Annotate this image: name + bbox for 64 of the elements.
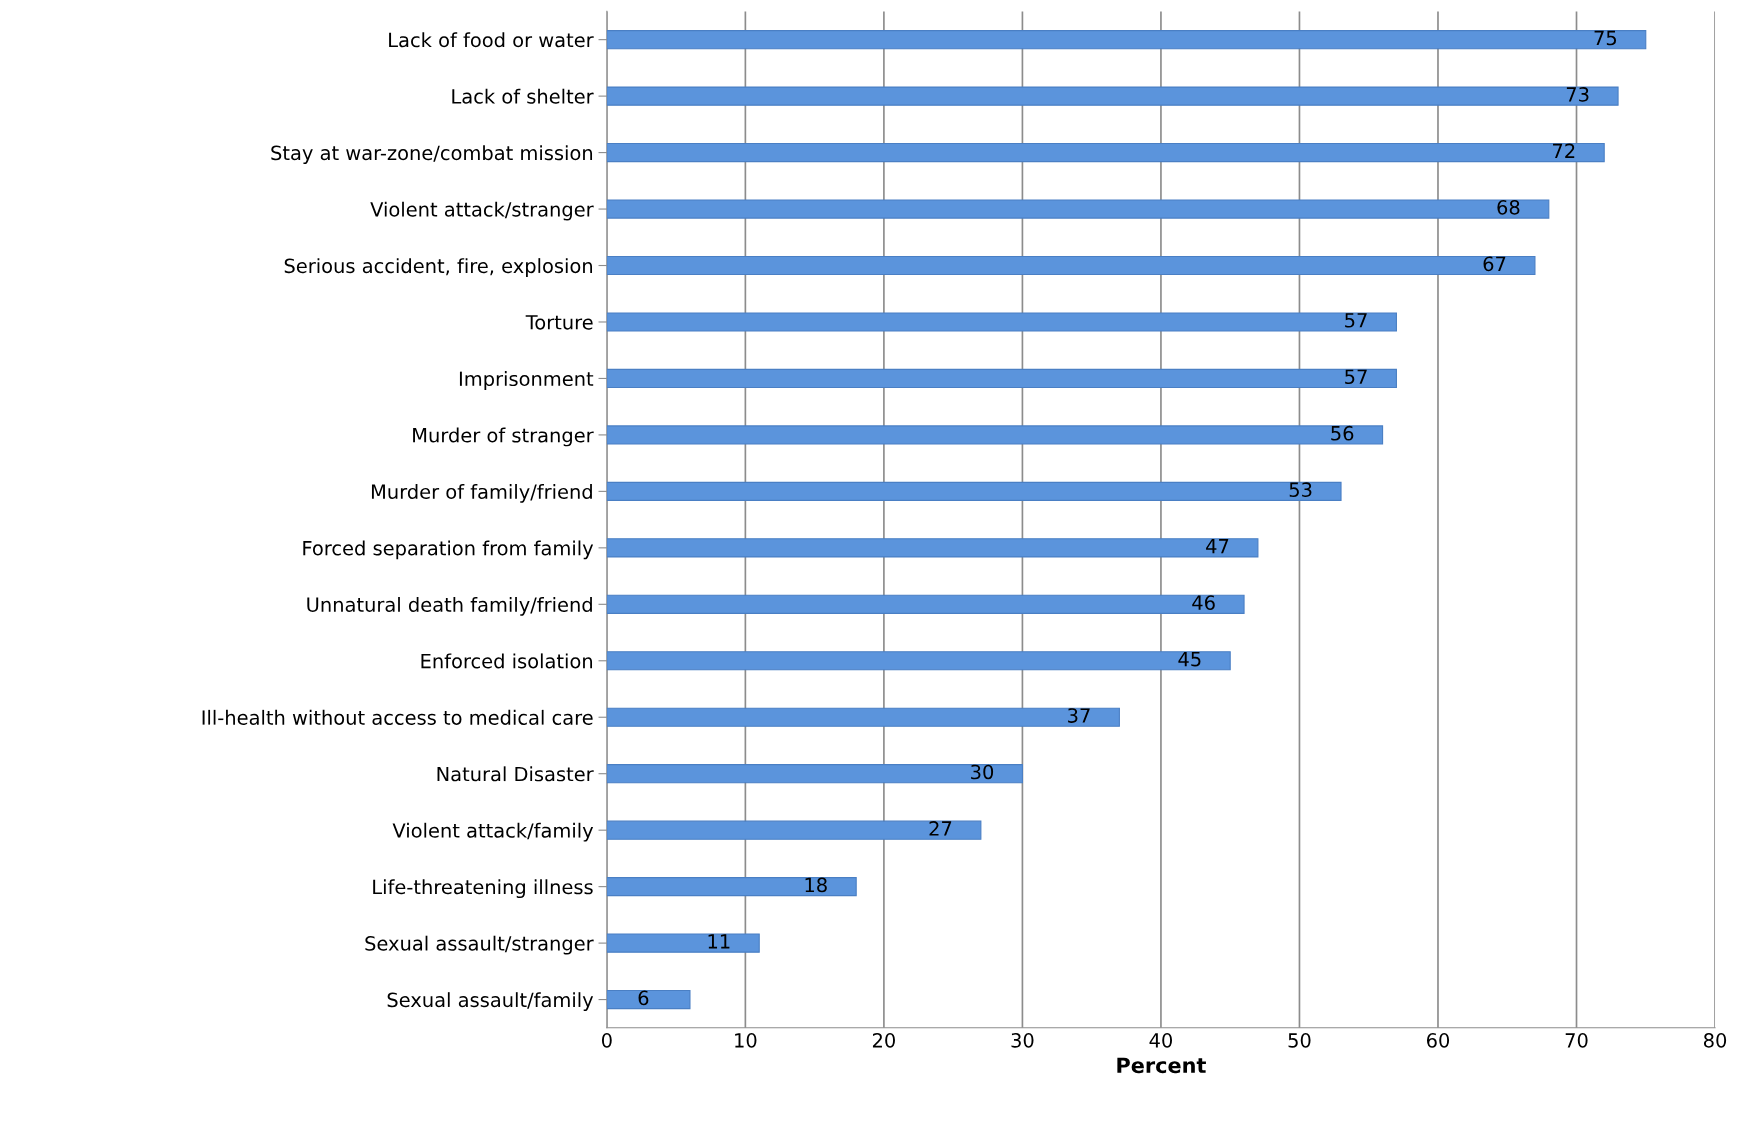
y-tick-label: Ill-health without access to medical care [202,709,593,725]
x-tick-label: 70 [1565,1033,1588,1048]
data-label: 56 [1331,425,1354,441]
data-label: 27 [929,821,952,836]
x-tick-label: 0 [601,1033,612,1048]
x-tick-label: 60 [1426,1033,1450,1048]
data-label: 73 [1566,87,1589,102]
y-tick-label: Stay at war-zone/combat mission [271,145,593,165]
x-tick-label: 30 [1011,1033,1034,1048]
data-label: 57 [1345,313,1367,328]
y-tick-label: Sexual assault/family [387,992,594,1011]
y-tick-label: Enforced isolation [421,653,593,669]
bar [606,86,1619,106]
data-label: 18 [805,877,827,893]
bar [606,481,1342,501]
data-label: 6 [638,990,649,1006]
bar [606,989,691,1010]
data-label: 47 [1206,539,1229,554]
x-tick-label: 50 [1288,1033,1311,1048]
bar [606,199,1550,219]
bar [606,707,1120,727]
bar [606,594,1245,614]
bar [606,933,760,953]
y-tick-label: Imprisonment [459,371,594,390]
x-tick-label: 10 [735,1033,757,1048]
bar [606,538,1259,558]
data-label: 72 [1553,143,1575,158]
data-label: 46 [1192,595,1215,610]
data-label: 45 [1178,651,1201,667]
y-tick-label: Lack of shelter [452,88,594,104]
bar [606,651,1231,671]
x-tick-label: 80 [1703,1033,1727,1048]
y-tick-label: Forced separation from family [303,540,594,560]
bar [606,425,1384,445]
bar [606,877,857,897]
bar [606,764,1023,784]
y-tick-label: Sexual assault/stranger [365,935,594,955]
bar [606,312,1397,332]
bar [606,30,1647,50]
bar [606,368,1397,389]
bar [606,820,982,840]
data-label: 75 [1594,30,1617,46]
data-label: 11 [708,934,730,949]
y-tick-label: Life-threatening illness [373,879,593,899]
y-tick-label: Murder of stranger [413,427,594,447]
data-label: 68 [1497,199,1520,215]
y-tick-label: Violent attack/stranger [370,201,594,221]
data-label: 53 [1289,482,1312,498]
y-tick-label: Murder of family/friend [371,483,592,503]
data-label: 30 [971,764,994,780]
x-tick-label: 20 [872,1033,895,1048]
y-tick-label: Violent attack/family [392,822,594,842]
data-label: 67 [1483,256,1506,272]
bar [606,255,1536,276]
data-label: 57 [1345,369,1367,385]
y-tick-label: Unnatural death family/friend [307,596,592,616]
y-tick-label: Torture [525,315,593,330]
data-label: 37 [1068,708,1090,723]
x-axis-title: Percent [1117,1057,1206,1074]
bar [606,142,1605,163]
y-tick-label: Natural Disaster [437,766,594,782]
y-tick-label: Lack of food or water [389,32,594,48]
x-tick-label: 40 [1149,1033,1173,1048]
y-tick-label: Serious accident, fire, explosion [284,258,593,277]
